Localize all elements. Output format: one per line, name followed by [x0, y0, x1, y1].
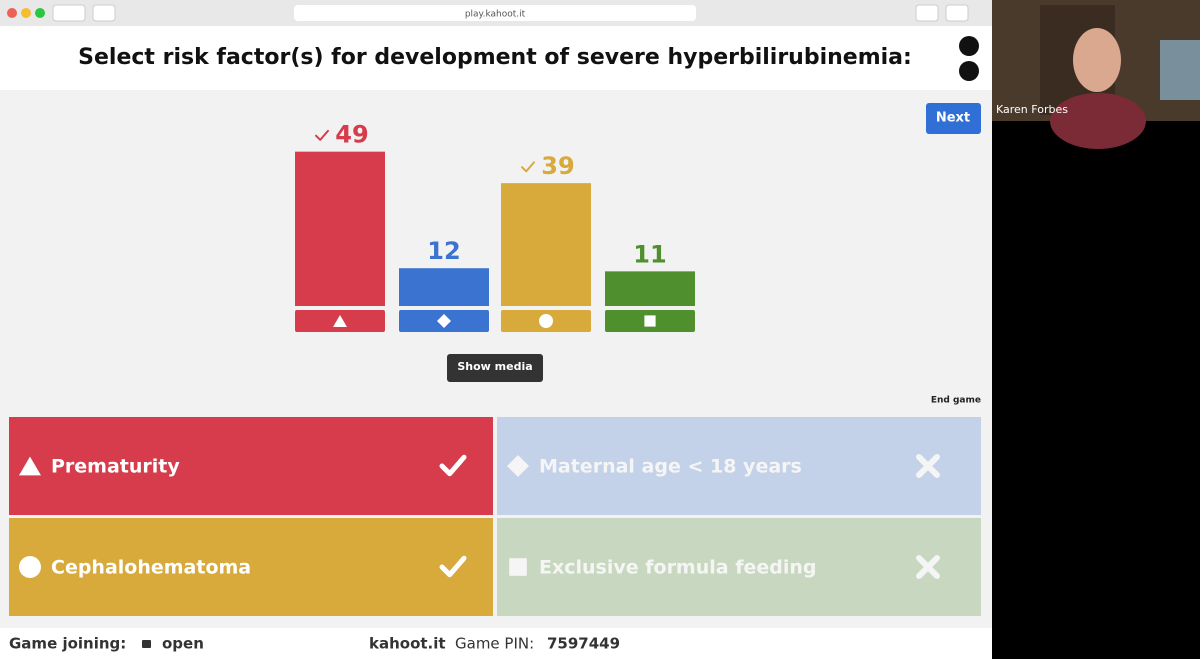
cross-icon	[916, 454, 940, 478]
bar-value-label: 12	[427, 237, 460, 265]
answer-text: Cephalohematoma	[51, 557, 251, 579]
webcam-person-body	[1050, 93, 1146, 149]
bar-value-label: 39	[541, 152, 574, 180]
webcam-background	[1160, 40, 1200, 100]
square-icon	[509, 558, 527, 576]
close-button[interactable]	[7, 8, 17, 18]
check-icon	[439, 454, 467, 477]
question: Select risk factor(s) for development of…	[78, 45, 912, 70]
joining-status: open	[162, 635, 204, 653]
check-icon	[439, 555, 467, 578]
answer-grid: Prematurity Maternal age < 18 years Cephal…	[9, 417, 981, 616]
pin: 7597449	[547, 635, 620, 653]
url: play.kahoot.it	[465, 10, 526, 20]
bar	[295, 151, 385, 306]
site: kahoot.it	[369, 635, 446, 653]
lock-icon	[142, 640, 151, 648]
answer-tile: Maternal age < 18 years	[497, 417, 981, 515]
bar	[399, 268, 489, 306]
answer-background	[497, 417, 981, 515]
nav-buttons[interactable]	[52, 4, 86, 22]
minimize-button[interactable]	[21, 8, 31, 18]
answer-background	[9, 518, 493, 616]
check-icon	[315, 129, 329, 141]
share-button[interactable]	[915, 4, 939, 22]
bar-value-label: 11	[633, 240, 666, 268]
next-button[interactable]	[926, 103, 981, 134]
tabs-button[interactable]	[945, 4, 969, 22]
answer-tile: Cephalohematoma	[9, 518, 493, 616]
bar-value-label: 49	[335, 121, 368, 149]
results-chart: 49 12 39 11	[295, 121, 695, 332]
show-media-button[interactable]	[447, 354, 543, 382]
sound-button[interactable]	[959, 61, 979, 81]
next-label: Next	[936, 111, 970, 126]
question-header	[0, 26, 992, 90]
answer-tile: Prematurity	[9, 417, 493, 515]
bar	[501, 183, 591, 306]
footer	[0, 628, 992, 659]
fullscreen-button[interactable]	[959, 36, 979, 56]
diamond-icon	[507, 455, 529, 477]
answer-text: Prematurity	[51, 456, 180, 478]
answer-text: Maternal age < 18 years	[539, 456, 802, 478]
answer-background	[9, 417, 493, 515]
circle-icon	[539, 314, 553, 328]
sidebar-button[interactable]	[92, 4, 116, 22]
participant-name: Karen Forbes	[996, 103, 1068, 116]
zoom-button[interactable]	[35, 8, 45, 18]
end-game-link[interactable]: End game	[931, 396, 981, 406]
square-icon	[644, 315, 656, 327]
answer-text: Exclusive formula feeding	[539, 557, 817, 579]
bar	[605, 271, 695, 306]
check-icon	[521, 161, 535, 173]
answer-background	[497, 518, 981, 616]
joining-label: Game joining:	[9, 635, 126, 653]
cross-icon	[916, 555, 940, 579]
triangle-icon	[19, 456, 41, 476]
webcam-person-face	[1073, 28, 1121, 92]
address-bar[interactable]	[294, 5, 696, 21]
circle-icon	[19, 556, 41, 578]
triangle-icon	[333, 315, 347, 327]
show-media-label: Show media	[457, 360, 532, 373]
diamond-icon	[437, 314, 451, 328]
pin-label: Game PIN:	[455, 635, 534, 653]
answer-tile: Exclusive formula feeding	[497, 518, 981, 616]
